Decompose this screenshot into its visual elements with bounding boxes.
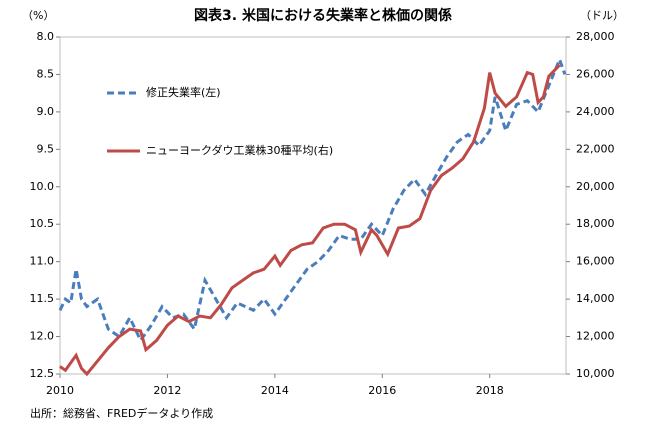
y-tick-label: 12.0	[30, 330, 55, 343]
y-tick-label: 11.5	[30, 292, 55, 305]
y2-tick-label: 16,000	[576, 255, 615, 268]
chart-title: 図表3. 米国における失業率と株価の関係	[194, 7, 452, 24]
y-tick-label: 8.0	[37, 30, 55, 43]
y-tick-label: 10.5	[30, 217, 55, 230]
series-line	[59, 64, 561, 377]
y2-tick-label: 24,000	[576, 105, 615, 118]
y-tick-label: 9.5	[37, 142, 55, 155]
series-line	[58, 55, 567, 344]
y2-tick-label: 26,000	[576, 67, 615, 80]
y2-tick-label: 14,000	[576, 292, 615, 305]
x-tick-label: 2010	[46, 384, 74, 397]
source-note: 出所：総務省、FREDデータより作成	[30, 406, 213, 420]
y-tick-label: 8.5	[37, 67, 55, 80]
y-tick-label: 11.0	[30, 255, 55, 268]
y2-tick-label: 20,000	[576, 180, 615, 193]
y-tick-label: 12.5	[30, 367, 55, 380]
y-tick-label: 10.0	[30, 180, 55, 193]
x-tick-label: 2016	[368, 384, 396, 397]
y-tick-label: 9.0	[37, 105, 55, 118]
legend-label: 修正失業率(左)	[146, 85, 221, 99]
y-unit: （%）	[22, 9, 54, 22]
plot-frame	[59, 36, 567, 375]
y2-tick-label: 10,000	[576, 367, 615, 380]
x-tick-label: 2014	[261, 384, 289, 397]
x-tick-label: 2012	[153, 384, 181, 397]
y2-unit: （ドル）	[580, 9, 624, 22]
y2-tick-label: 22,000	[576, 142, 615, 155]
y2-tick-label: 18,000	[576, 217, 615, 230]
y2-tick-label: 28,000	[576, 30, 615, 43]
y2-tick-label: 12,000	[576, 330, 615, 343]
legend-label: ニューヨークダウ工業株30種平均(右)	[146, 143, 333, 157]
x-tick-label: 2018	[476, 384, 504, 397]
